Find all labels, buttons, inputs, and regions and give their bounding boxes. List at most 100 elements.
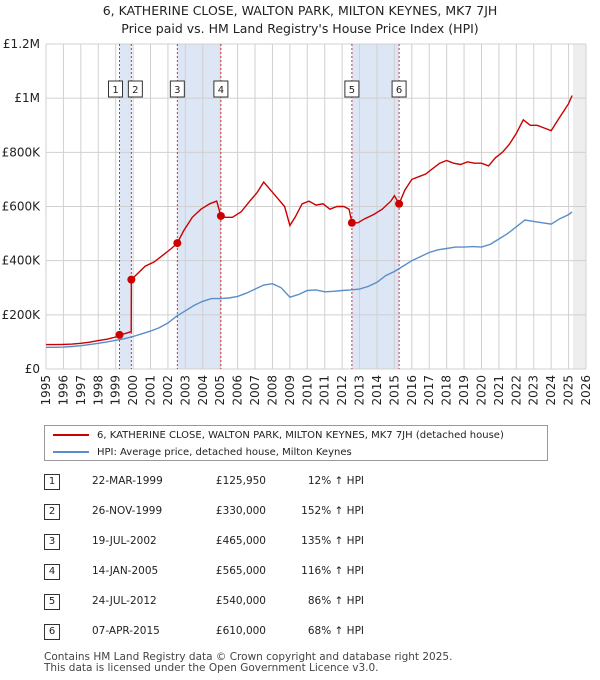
footer-line-2: This data is licensed under the Open Gov…: [44, 662, 379, 674]
sale-marker-box: [108, 80, 124, 98]
sale-date: 22-MAR-1999: [92, 475, 163, 487]
sale-hpi-change: 68% ↑ HPI: [307, 625, 364, 637]
y-tick-label: £1.2M: [3, 37, 40, 51]
sale-marker-box: [169, 80, 185, 98]
y-tick-label: £400K: [2, 254, 42, 268]
sale-number: 4: [44, 564, 60, 580]
x-tick-label: 1996: [56, 375, 70, 406]
x-tick-label: 1997: [74, 375, 88, 406]
y-tick-label: £200K: [2, 308, 42, 322]
sale-marker-label: 6: [396, 85, 402, 96]
x-tick-label: 2002: [161, 375, 175, 406]
sale-number: 3: [44, 534, 60, 550]
sale-marker-label: 5: [349, 85, 355, 96]
legend-label-hpi: HPI: Average price, detached house, Milt…: [97, 446, 352, 458]
x-tick-label: 2004: [196, 375, 210, 406]
x-tick-label: 2007: [248, 375, 262, 406]
hpi-line: [46, 211, 573, 348]
x-tick-label: 2014: [370, 375, 384, 406]
sale-date: 14-JAN-2005: [92, 565, 159, 577]
footer-attribution: Contains HM Land Registry data © Crown c…: [44, 652, 452, 674]
sale-marker-label: 3: [174, 85, 180, 96]
y-tick-label: £1M: [14, 91, 40, 105]
title-line-1: 6, KATHERINE CLOSE, WALTON PARK, MILTON …: [102, 3, 498, 18]
x-tick-label: 2015: [387, 375, 401, 406]
x-tick-label: 2008: [265, 375, 279, 406]
x-tick-label: 1995: [39, 375, 53, 406]
x-tick-label: 2005: [213, 375, 227, 406]
sale-hpi-change: 135% ↑ HPI: [301, 535, 364, 547]
x-tick-label: 2016: [405, 375, 419, 406]
x-tick-label: 2017: [422, 375, 436, 406]
sale-marker-label: 2: [132, 85, 138, 96]
x-tick-label: 1998: [91, 375, 105, 406]
x-tick-label: 2024: [544, 375, 558, 406]
x-tick-label: 2020: [474, 375, 488, 406]
x-tick-label: 2010: [300, 375, 314, 406]
sale-marker-label: 1: [112, 85, 118, 96]
title-line-2: Price paid vs. HM Land Registry's House …: [121, 21, 479, 36]
sale-marker-box: [127, 80, 143, 98]
sale-hpi-change: 12% ↑ HPI: [307, 475, 364, 487]
sale-point: [127, 275, 136, 284]
sale-row: 3 19-JUL-2002 £465,000 135% ↑ HPI: [44, 530, 444, 560]
legend-swatch-hpi: [53, 451, 89, 453]
x-tick-label: 2001: [144, 375, 158, 406]
sale-date: 26-NOV-1999: [92, 505, 163, 517]
sale-price: £465,000: [215, 535, 266, 547]
sale-row: 1 22-MAR-1999 £125,950 12% ↑ HPI: [44, 470, 444, 500]
x-tick-label: 2018: [440, 375, 454, 406]
sale-marker-box: [391, 80, 407, 98]
sale-number: 2: [44, 504, 60, 520]
chart-title: 6, KATHERINE CLOSE, WALTON PARK, MILTON …: [0, 2, 600, 38]
legend-item-property: 6, KATHERINE CLOSE, WALTON PARK, MILTON …: [53, 427, 504, 443]
sales-table: 1 22-MAR-1999 £125,950 12% ↑ HPI 2 26-NO…: [44, 470, 444, 650]
x-tick-label: 2026: [579, 375, 593, 406]
sale-date: 19-JUL-2002: [92, 535, 157, 547]
x-tick-label: 2019: [457, 375, 471, 406]
y-tick-label: £0: [25, 362, 40, 376]
legend-swatch-property: [53, 434, 89, 436]
sale-hpi-change: 116% ↑ HPI: [301, 565, 364, 577]
x-tick-label: 2021: [492, 375, 506, 406]
y-tick-label: £800K: [2, 145, 42, 159]
x-tick-label: 2006: [231, 375, 245, 406]
property-price-line: [46, 95, 573, 346]
sale-marker-box: [344, 80, 360, 98]
footer-line-1: Contains HM Land Registry data © Crown c…: [44, 651, 453, 663]
sale-marker-label: 4: [218, 85, 224, 96]
x-tick-label: 1999: [109, 375, 123, 406]
y-tick-label: £600K: [2, 200, 42, 214]
sale-hpi-change: 152% ↑ HPI: [301, 505, 364, 517]
x-tick-label: 2003: [178, 375, 192, 406]
sale-point: [347, 218, 356, 227]
sale-row: 2 26-NOV-1999 £330,000 152% ↑ HPI: [44, 500, 444, 530]
sale-row: 5 24-JUL-2012 £540,000 86% ↑ HPI: [44, 590, 444, 620]
sale-date: 24-JUL-2012: [92, 595, 157, 607]
sale-number: 6: [44, 624, 60, 640]
sale-hpi-change: 86% ↑ HPI: [307, 595, 364, 607]
sale-row: 4 14-JAN-2005 £565,000 116% ↑ HPI: [44, 560, 444, 590]
sale-number: 1: [44, 474, 60, 490]
x-tick-label: 2025: [562, 375, 576, 406]
x-tick-label: 2009: [283, 375, 297, 406]
sale-price: £565,000: [215, 565, 266, 577]
sale-row: 6 07-APR-2015 £610,000 68% ↑ HPI: [44, 620, 444, 650]
legend-label-property: 6, KATHERINE CLOSE, WALTON PARK, MILTON …: [97, 429, 504, 441]
sale-price: £125,950: [215, 475, 266, 487]
x-tick-label: 2022: [509, 375, 523, 406]
sale-price: £540,000: [215, 595, 266, 607]
sale-number: 5: [44, 594, 60, 610]
chart-legend: 6, KATHERINE CLOSE, WALTON PARK, MILTON …: [44, 425, 548, 461]
sale-point: [115, 330, 124, 339]
price-chart: 1 2 3 4 5 6 £0 £200K £400K £600K £800K £1M £1.2M 199…: [2, 37, 593, 406]
x-tick-label: 2023: [527, 375, 541, 406]
sale-marker-box: [213, 80, 229, 98]
x-tick-label: 2013: [353, 375, 367, 406]
sale-price: £330,000: [215, 505, 266, 517]
x-tick-label: 2000: [126, 375, 140, 406]
sale-point: [216, 211, 225, 220]
sale-date: 07-APR-2015: [92, 625, 160, 637]
sale-point: [395, 199, 404, 208]
sale-point: [173, 239, 182, 248]
